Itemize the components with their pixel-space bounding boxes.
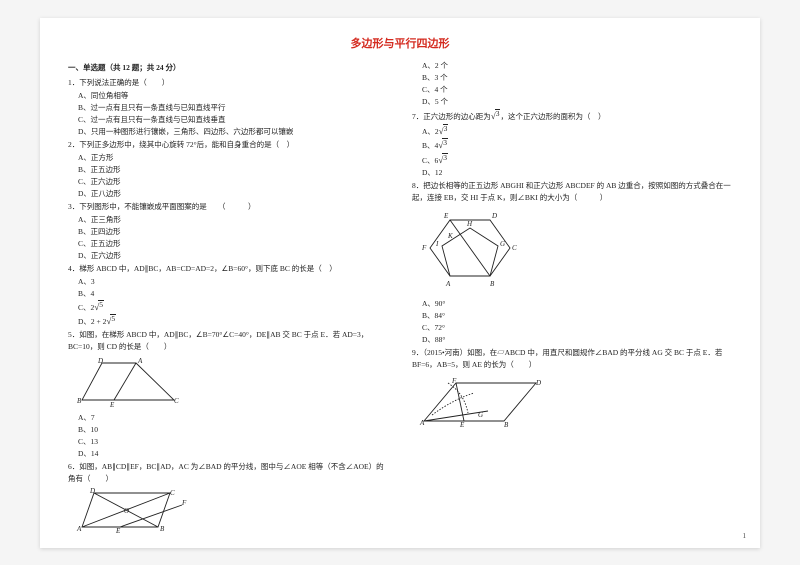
svg-text:C: C [174,397,179,405]
svg-text:D: D [89,487,95,495]
page-number: 1 [743,531,747,542]
q7-pre: 7．正六边形的边心距为 [412,112,491,121]
q4-opt-c: C、25 [68,300,388,314]
q6-opt-a: A、2 个 [412,60,732,72]
svg-text:B: B [490,280,495,288]
svg-text:B: B [160,525,165,533]
radical-icon: 3 [438,138,448,152]
q7-opt-d: D、12 [412,167,732,179]
q3-opt-b: B、正四边形 [68,226,388,238]
q4d-r: 5 [110,314,116,323]
q3: 3．下列图形中，不能镶嵌成平面图案的是 （ ） [68,201,388,213]
q2-opt-d: D、正八边形 [68,188,388,200]
svg-text:E: E [443,212,449,220]
q3-opt-d: D、正六边形 [68,250,388,262]
q5-opt-a: A、7 [68,412,388,424]
svg-text:A: A [419,419,425,427]
radical-icon: 5 [94,300,104,314]
q4c-pre: C、 [78,303,91,312]
q7-post: ，这个正六边形的面积为（ ） [500,112,605,121]
svg-text:G: G [478,411,483,419]
q9: 9．（2015•河南）如图，在▱ABCD 中，用直尺和圆规作∠BAD 的平分线 … [412,347,732,371]
q4-opt-d: D、2 + 2 5 [68,314,388,328]
q6-figure-parallelogram: D C A B E F O [74,487,194,535]
q7a-r: 3 [443,124,449,133]
q4c-r: 5 [98,300,104,309]
q8-figure-polygons: A B C D E F G H IK [418,206,528,296]
q3-opt-a: A、正三角形 [68,214,388,226]
q9-figure-construction: A D B E F G [418,373,548,431]
q6-opt-d: D、5 个 [412,96,732,108]
svg-text:D: D [97,357,103,365]
svg-text:C: C [512,244,517,252]
svg-text:E: E [459,421,465,429]
svg-text:B: B [504,421,509,429]
svg-text:A: A [137,357,143,365]
q7b-r: 3 [442,138,448,147]
q2-opt-b: B、正五边形 [68,164,388,176]
q7a-pre: A、2 [422,127,439,136]
content-columns: 一、单选题（共 12 题；共 24 分） 1．下列说法正确的是（ ） A、同位角… [68,60,732,540]
radical-icon: 5 [106,314,116,328]
svg-text:B: B [77,397,82,405]
q6: 6．如图，AB∥CD∥EF，BC∥AD，AC 为∠BAD 的平分线，图中与∠AO… [68,461,388,485]
svg-text:F: F [181,499,187,507]
q1-opt-d: D、只用一种图形进行镶嵌，三角形、四边形、六边形都可以镶嵌 [68,126,388,138]
section-heading: 一、单选题（共 12 题；共 24 分） [68,62,388,74]
q4d-pre: D、 [78,317,91,326]
svg-text:E: E [115,527,121,535]
q1-opt-a: A、同位角相等 [68,90,388,102]
radical-icon: 3 [491,109,501,123]
svg-text:O: O [124,507,129,515]
q8-opt-a: A、90° [412,298,732,310]
q2-opt-c: C、正六边形 [68,176,388,188]
q2-opt-a: A、正方形 [68,152,388,164]
svg-text:G: G [500,240,505,248]
q7-opt-a: A、2 3 [412,124,732,138]
page: 多边形与平行四边形 一、单选题（共 12 题；共 24 分） 1．下列说法正确的… [40,18,760,548]
svg-text:K: K [447,232,453,240]
q7c-r: 3 [442,153,448,162]
q7c-pre: C、6 [422,156,438,165]
q6-opt-b: B、3 个 [412,72,732,84]
svg-text:F: F [421,244,427,252]
svg-text:D: D [491,212,497,220]
svg-text:D: D [535,379,541,387]
svg-text:E: E [109,401,115,409]
q4d-n: 2 + 2 [91,317,106,326]
q4-opt-b: B、4 [68,288,388,300]
svg-text:C: C [170,489,175,497]
q7: 7．正六边形的边心距为3，这个正六边形的面积为（ ） [412,109,732,123]
q1: 1．下列说法正确的是（ ） [68,77,388,89]
q5-figure-trapezoid: D A B E C [74,355,184,410]
svg-text:A: A [445,280,451,288]
q6-opt-c: C、4 个 [412,84,732,96]
q4: 4．梯形 ABCD 中，AD∥BC，AB=CD=AD=2，∠B=60°，则下底 … [68,263,388,275]
q7b-pre: B、4 [422,141,438,150]
q2: 2．下列正多边形中，绕其中心旋转 72°后，能和自身重合的是（ ） [68,139,388,151]
q8-opt-c: C、72° [412,322,732,334]
q8-opt-d: D、88° [412,334,732,346]
q8: 8．把边长相等的正五边形 ABGHI 和正六边形 ABCDEF 的 AB 边重合… [412,180,732,204]
svg-text:F: F [451,377,457,385]
q1-opt-b: B、过一点有且只有一条直线与已知直线平行 [68,102,388,114]
q5-opt-c: C、13 [68,436,388,448]
svg-text:I: I [435,240,439,248]
q4-opt-a: A、3 [68,276,388,288]
radical-icon: 3 [438,153,448,167]
q3-opt-c: C、正五边形 [68,238,388,250]
svg-text:H: H [466,220,473,228]
q5-opt-b: B、10 [68,424,388,436]
q8-opt-b: B、84° [412,310,732,322]
q5-opt-d: D、14 [68,448,388,460]
doc-title: 多边形与平行四边形 [68,36,732,54]
radical-icon: 3 [439,124,449,138]
q1-opt-c: C、过一点有且只有一条直线与已知直线垂直 [68,114,388,126]
svg-text:A: A [76,525,82,533]
q5: 5．如图，在梯形 ABCD 中，AD∥BC，∠B=70°∠C=40°，DE∥AB… [68,329,388,353]
q7-opt-b: B、4 3 [412,138,732,152]
q7-opt-c: C、6 3 [412,153,732,167]
